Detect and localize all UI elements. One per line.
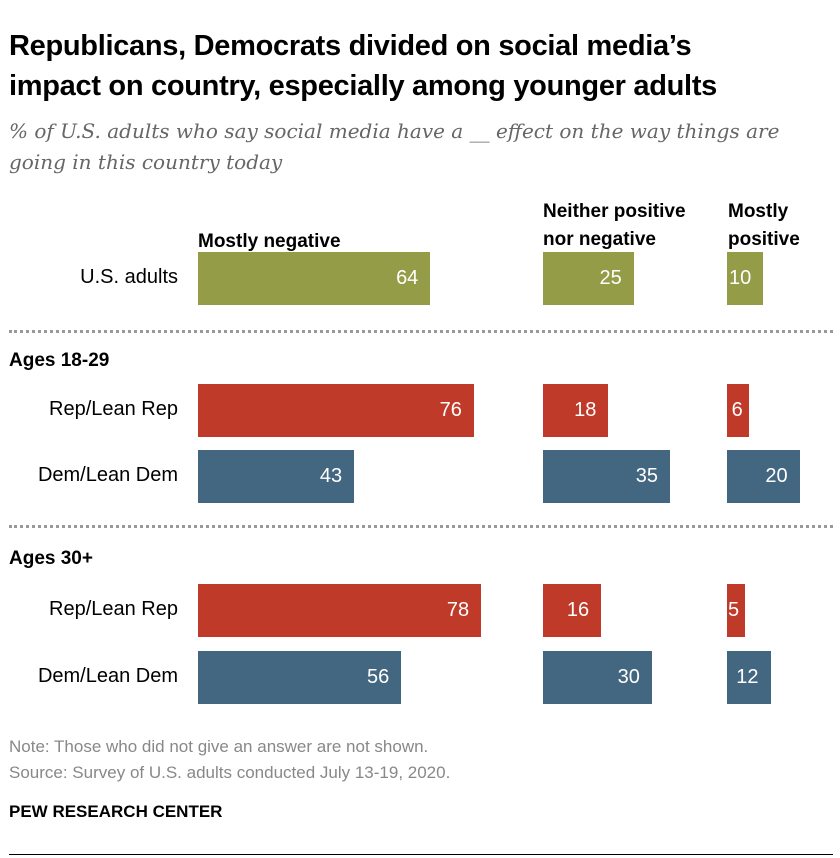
data-label: 76 <box>439 399 462 421</box>
data-label: 12 <box>736 666 759 688</box>
data-label: 43 <box>319 465 343 487</box>
divider <box>9 525 833 528</box>
data-label: 18 <box>574 399 597 421</box>
bar <box>543 252 634 305</box>
data-label: 10 <box>729 267 752 289</box>
bar <box>198 584 482 637</box>
bar <box>198 651 402 704</box>
source: Source: Survey of U.S. adults conducted … <box>9 763 451 782</box>
bar <box>727 450 800 503</box>
column-header-negative: Mostly negative <box>198 231 341 252</box>
bar <box>727 584 746 637</box>
pew-logo-text: PEW RESEARCH CENTER <box>9 802 223 821</box>
data-label: 56 <box>367 666 390 688</box>
group-label: Ages 18-29 <box>9 350 110 371</box>
bottom-rule <box>9 854 833 855</box>
row-label: U.S. adults <box>80 266 178 288</box>
bar <box>543 384 609 437</box>
data-label: 30 <box>617 666 640 688</box>
title-line: impact on country, especially among youn… <box>9 70 718 102</box>
group-label: Ages 30+ <box>9 548 93 569</box>
bar <box>198 252 431 305</box>
bar <box>727 384 749 437</box>
data-label: 35 <box>635 465 659 487</box>
note: Note: Those who did not give an answer a… <box>9 737 429 756</box>
row-label: Dem/Lean Dem <box>37 464 178 486</box>
bar <box>727 252 764 305</box>
bar <box>543 450 671 503</box>
chart-subtitle: % of U.S. adults who say social media ha… <box>9 119 780 174</box>
data-label: 6 <box>731 399 743 421</box>
data-label: 64 <box>396 267 419 289</box>
row-label: Dem/Lean Dem <box>37 665 178 687</box>
bar <box>543 584 602 637</box>
title-line: Republicans, Democrats divided on social… <box>9 30 692 62</box>
row-label: Rep/Lean Rep <box>49 598 178 620</box>
data-label: 20 <box>765 465 788 487</box>
data-label: 25 <box>599 267 622 289</box>
data-label: 5 <box>728 599 740 621</box>
bar <box>543 651 652 704</box>
bar <box>198 384 474 437</box>
bar <box>727 651 771 704</box>
row-label: Rep/Lean Rep <box>49 398 178 420</box>
divider <box>9 330 833 333</box>
data-label: 78 <box>446 599 470 621</box>
column-header-neither: Neither positive nor negative <box>543 201 686 250</box>
column-header-positive: Mostly positive <box>728 201 800 250</box>
bar <box>198 450 355 503</box>
chart-title: Republicans, Democrats divided on social… <box>9 26 717 106</box>
data-label: 16 <box>566 599 590 621</box>
